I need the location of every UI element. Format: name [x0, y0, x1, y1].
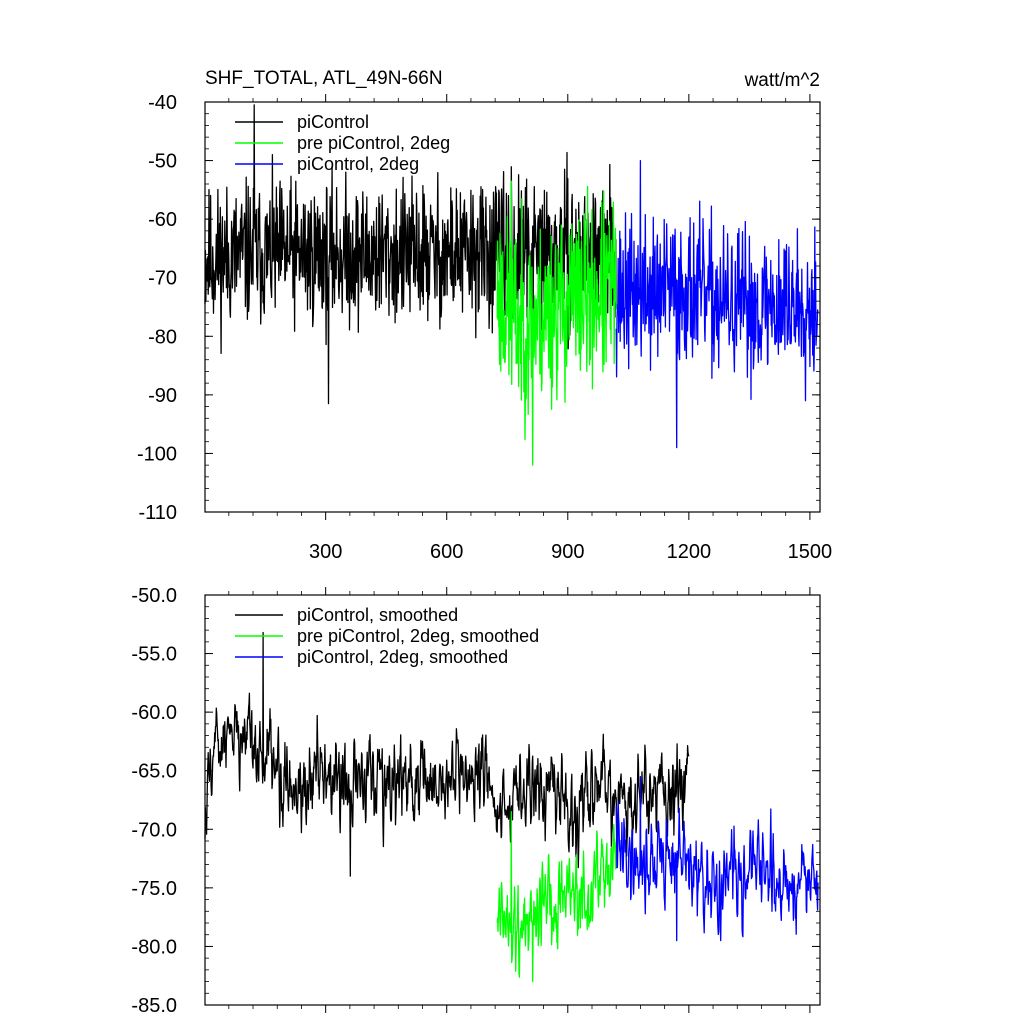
top-plot-panel: -40 -50 -60 -70 -80 -90 -100 -110 300 600 900 1200 1… — [137, 68, 832, 563]
bottom-series-line-0 — [204, 631, 690, 877]
top-ytick-label-5: -90 — [148, 385, 177, 407]
top-legend-label-1: pre piControl, 2deg — [297, 133, 450, 153]
bottom-ytick-label-5: -75.0 — [131, 878, 177, 900]
top-xtick-label-2: 900 — [551, 541, 584, 563]
bottom-ytick-label-0: -50.0 — [131, 585, 177, 607]
top-legend-label-2: piControl, 2deg — [297, 154, 419, 174]
bottom-axes-group: -50.0 -55.0 -60.0 -65.0 -70.0 -75.0 -80.0 -85.0 — [131, 585, 820, 1017]
top-xtick-label-3: 1200 — [667, 541, 712, 563]
units-label: watt/m^2 — [744, 70, 820, 91]
bottom-ytick-label-3: -65.0 — [131, 761, 177, 783]
bottom-ytick-label-6: -80.0 — [131, 936, 177, 958]
bottom-series-line-2 — [615, 775, 819, 942]
top-series-group — [204, 104, 819, 466]
bottom-legend-label-1: pre piControl, 2deg, smoothed — [297, 626, 539, 646]
top-xtick-label-4: 1500 — [788, 541, 833, 563]
bottom-legend-label-2: piControl, 2deg, smoothed — [297, 647, 508, 667]
top-axes-group: -40 -50 -60 -70 -80 -90 -100 -110 300 600 900 1200 1… — [137, 92, 832, 563]
top-xtick-label-0: 300 — [309, 541, 342, 563]
top-series-line-2 — [615, 159, 819, 449]
bottom-legend-label-0: piControl, smoothed — [297, 605, 458, 625]
top-ytick-label-0: -40 — [148, 92, 177, 114]
bottom-plot-frame — [204, 594, 821, 1006]
bottom-ytick-label-2: -60.0 — [131, 702, 177, 724]
top-ytick-label-7: -110 — [138, 502, 177, 524]
bottom-series-line-1 — [496, 811, 617, 983]
top-xtick-label-1: 600 — [430, 541, 463, 563]
top-ytick-label-4: -80 — [148, 326, 177, 348]
chart-title: SHF_TOTAL, ATL_49N-66N — [205, 68, 443, 89]
bottom-ytick-label-4: -70.0 — [131, 819, 177, 841]
bottom-ytick-label-7: -85.0 — [131, 995, 177, 1017]
top-plot-frame — [204, 101, 821, 513]
bottom-ytick-label-1: -55.0 — [131, 644, 177, 666]
top-series-line-1 — [496, 180, 617, 466]
top-ytick-label-2: -60 — [148, 209, 177, 231]
top-ytick-label-1: -50 — [148, 151, 177, 173]
bottom-series-group — [204, 631, 819, 983]
top-ytick-label-6: -100 — [137, 443, 177, 465]
top-ytick-label-3: -70 — [148, 268, 177, 290]
top-legend-label-0: piControl — [297, 112, 369, 132]
top-series-line-0 — [204, 104, 617, 405]
bottom-plot-panel: -50.0 -55.0 -60.0 -65.0 -70.0 -75.0 -80.0 -85.0… — [131, 585, 821, 1017]
